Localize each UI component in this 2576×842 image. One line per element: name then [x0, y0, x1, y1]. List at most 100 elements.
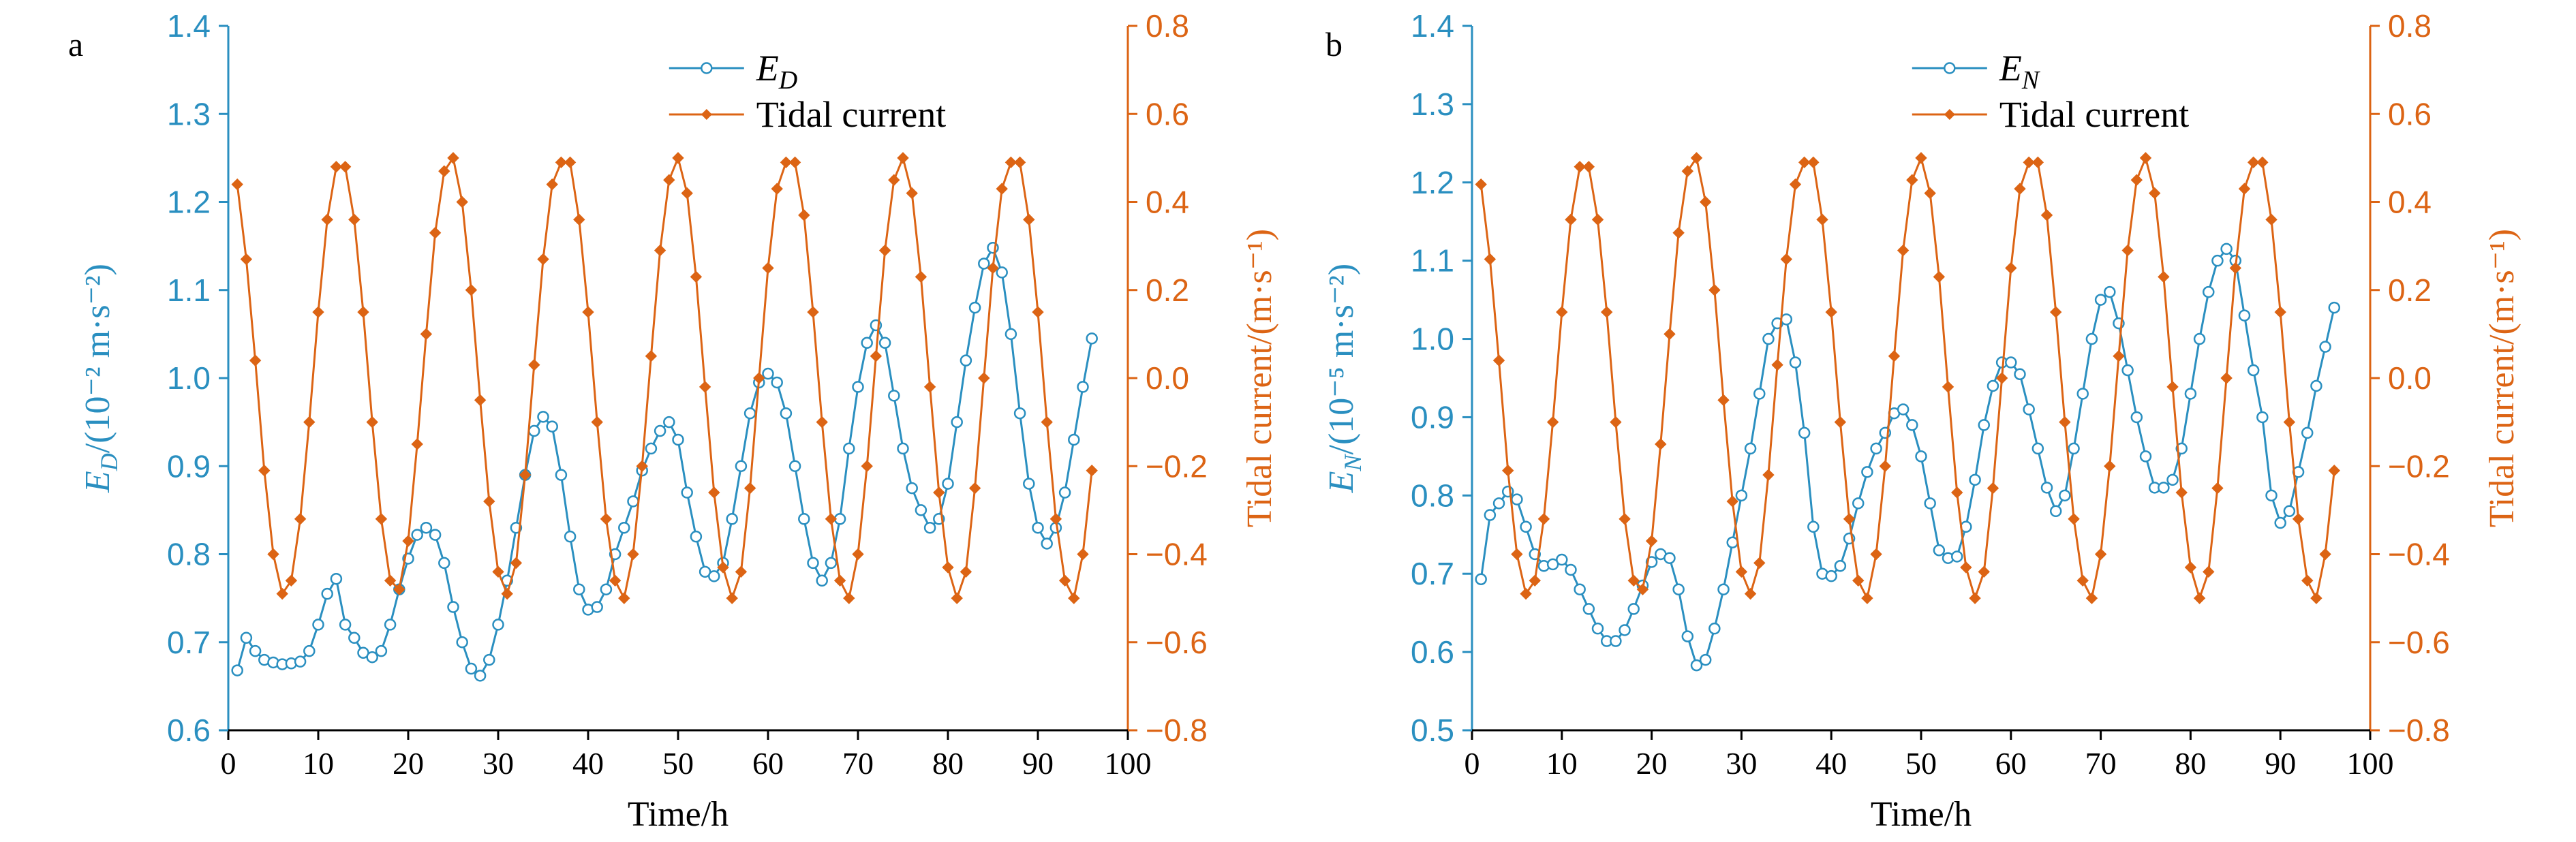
data-point: [1699, 653, 1712, 666]
data-point: [2059, 416, 2071, 428]
data-point: [2094, 548, 2107, 561]
data-point: [743, 407, 756, 420]
data-point: [564, 530, 577, 543]
data-point: [1663, 552, 1676, 564]
data-point: [699, 381, 711, 393]
right-tick-label: 0.6: [1146, 96, 1189, 131]
data-point: [2113, 349, 2125, 362]
data-point: [339, 161, 352, 173]
data-point: [1726, 495, 1738, 508]
data-point: [978, 258, 990, 270]
data-point: [788, 156, 801, 169]
data-point: [1950, 550, 1963, 563]
data-point: [438, 165, 450, 177]
data-point: [1086, 332, 1098, 345]
data-point: [1834, 416, 1847, 428]
left-tick-label: 0.8: [1411, 478, 1454, 513]
data-point: [1032, 521, 1044, 534]
data-point: [465, 284, 478, 296]
data-point: [1995, 372, 2008, 384]
chart-panel-a: a 0 10 20 30 40 50 60 70 80 90 100 0.6 0.7 0.8 0.9 1.0 1.…: [68, 8, 1279, 834]
data-point: [1906, 419, 1918, 431]
data-point: [2301, 426, 2314, 439]
data-point: [654, 424, 666, 437]
x-tick-label: 20: [393, 746, 424, 781]
data-point: [429, 227, 442, 239]
data-point: [833, 574, 846, 587]
right-tick-label: 0.8: [1146, 8, 1189, 44]
data-point: [420, 328, 433, 341]
data-point: [1807, 520, 1820, 533]
data-point: [2085, 332, 2098, 345]
data-point: [743, 482, 756, 495]
data-point: [2283, 416, 2296, 428]
series-energy: [231, 241, 1098, 682]
data-point: [627, 548, 639, 561]
data-point: [1789, 178, 1802, 191]
data-point: [681, 187, 693, 200]
data-point: [1906, 174, 1918, 186]
data-point: [2121, 364, 2134, 377]
data-point: [2203, 565, 2215, 578]
legend-label: Tidal current: [756, 94, 946, 135]
data-point: [2104, 460, 2116, 472]
left-tick-label: 0.6: [1411, 634, 1454, 670]
data-point: [2068, 513, 2080, 525]
data-point: [960, 565, 972, 578]
data-point: [285, 574, 298, 587]
series-energy: [1475, 243, 2341, 672]
data-point: [456, 636, 468, 649]
data-point: [2238, 309, 2251, 322]
data-point: [312, 619, 324, 631]
data-point: [1744, 587, 1757, 600]
data-point: [2247, 156, 2260, 169]
data-point: [1753, 557, 1766, 570]
data-point: [1058, 486, 1071, 499]
data-point: [2328, 301, 2341, 314]
left-tick-label: 0.7: [167, 625, 211, 660]
data-point: [2139, 152, 2152, 164]
x-tick-label: 40: [572, 746, 604, 781]
data-point: [1699, 196, 1712, 208]
data-point: [2283, 505, 2296, 518]
data-point: [1041, 416, 1053, 428]
data-point: [1600, 306, 1613, 318]
data-point: [1807, 156, 1820, 169]
data-point: [1610, 416, 1622, 428]
data-point: [384, 619, 397, 631]
data-point: [1681, 630, 1694, 642]
data-point: [609, 574, 622, 587]
data-point: [825, 557, 838, 570]
data-point: [1942, 381, 1954, 393]
data-point: [1897, 244, 1910, 257]
data-point: [2049, 306, 2062, 318]
right-tick-label: 0.2: [1146, 272, 1189, 308]
data-point: [1951, 486, 1963, 499]
data-point: [411, 438, 423, 450]
x-tick-label: 30: [482, 746, 514, 781]
data-point: [2211, 254, 2224, 267]
data-point: [330, 161, 343, 173]
data-point: [618, 521, 630, 534]
left-tick-label: 1.3: [167, 96, 211, 131]
data-point: [1825, 570, 1837, 582]
data-point: [573, 583, 585, 595]
data-point: [771, 376, 783, 389]
data-point: [321, 213, 333, 226]
data-point: [1762, 332, 1775, 345]
data-point: [1013, 407, 1026, 420]
data-point: [1484, 509, 1497, 521]
data-point: [1529, 574, 1541, 587]
data-point: [1960, 561, 1972, 574]
data-point: [600, 583, 613, 595]
data-point: [2158, 482, 2170, 494]
x-tick-label: 60: [1995, 746, 2027, 781]
data-point: [1789, 356, 1802, 369]
data-point: [861, 337, 873, 349]
data-point: [2193, 592, 2206, 604]
data-point: [735, 460, 748, 472]
data-point: [2184, 388, 2197, 400]
data-point: [2005, 356, 2017, 369]
data-point: [672, 152, 684, 164]
data-point: [843, 592, 855, 604]
